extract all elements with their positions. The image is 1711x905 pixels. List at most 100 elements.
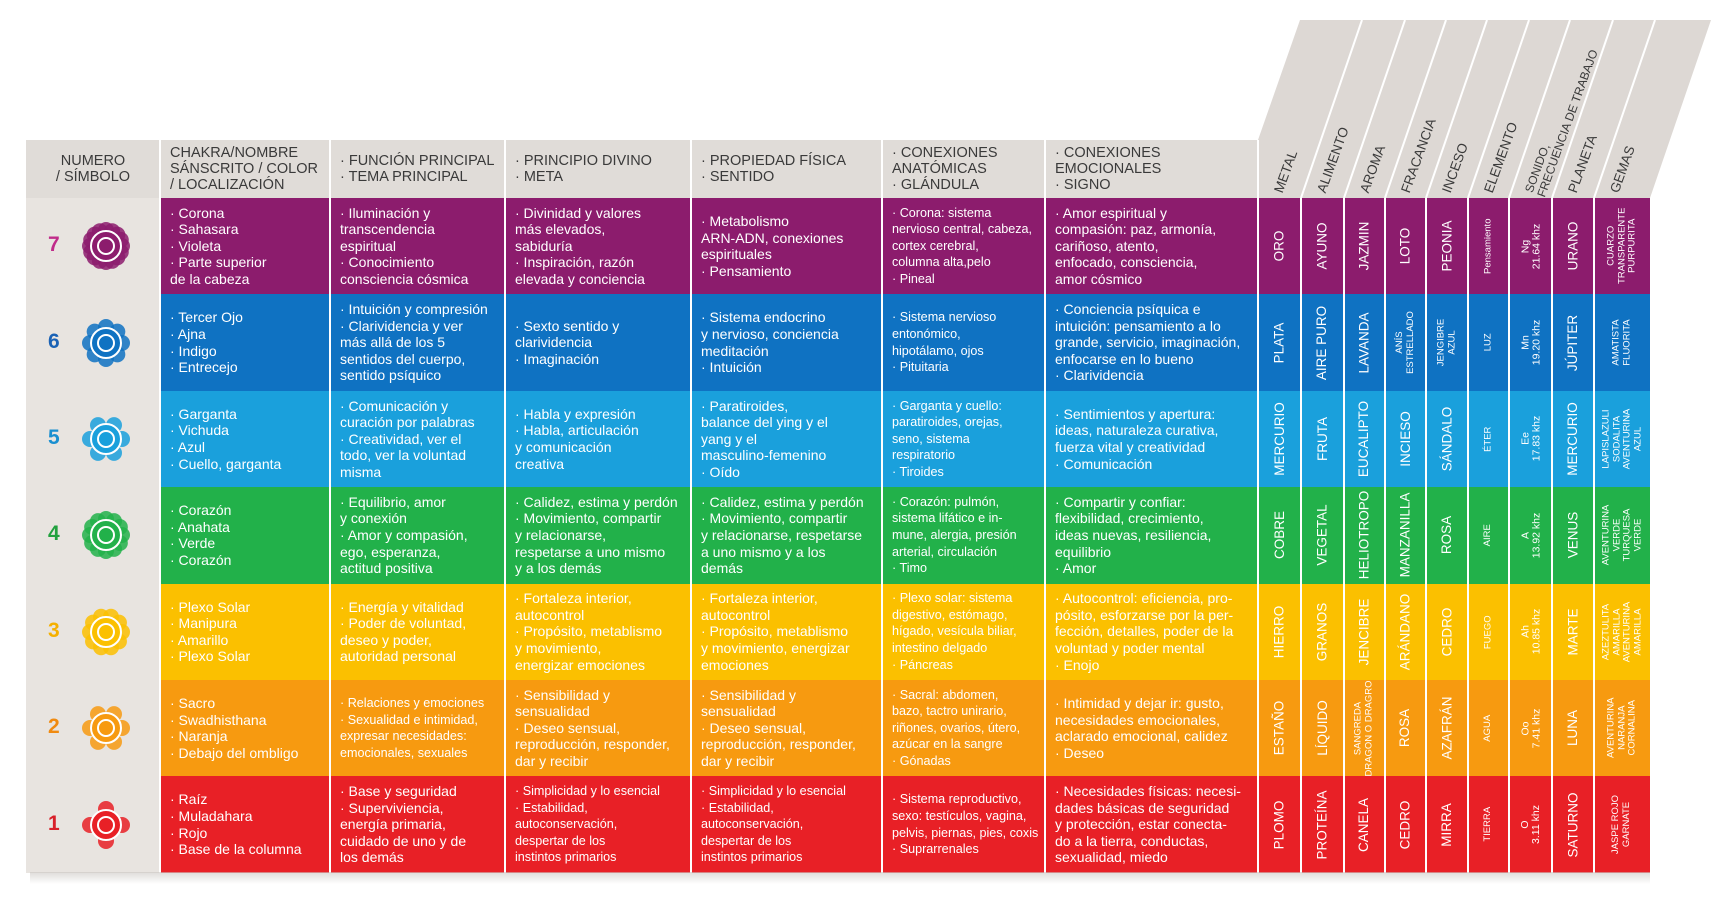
text-line: · Sistema endocrino (701, 309, 826, 326)
rotated-text: AVENTURINA VERDE TURQUESA VERDE (1600, 505, 1643, 566)
text-line: MARTE (1565, 608, 1581, 656)
rotated-text: FRUTA (1315, 417, 1330, 461)
text-line: sexo: testículos, vagina, (892, 808, 1027, 823)
row-5-c4: · Habla y expresión · Habla, articulación… (505, 391, 691, 487)
text-line: · Habla y expresión (515, 405, 636, 422)
text-line: respiratorio (892, 448, 955, 463)
header-slant-divider (1425, 19, 1488, 199)
throat-chakra-icon (82, 417, 130, 461)
text-line: do a la tierra, conductas, (1055, 832, 1209, 849)
text-line: · Corazón: pulmón, (892, 494, 1000, 509)
row-2-rcol-4: AZAFRÁN (1426, 680, 1468, 777)
row-5-c2: · Garganta · Vichuda · Azul · Cuello, garga… (160, 391, 330, 487)
symbol-core (90, 423, 122, 455)
text-line: TIERRA (1482, 807, 1494, 842)
row-6-rcol-5: LUZ (1468, 294, 1509, 391)
rotated-text: LUZ (1482, 334, 1494, 352)
text-line: demás (701, 560, 744, 577)
text-line: · Superviviencia, (340, 799, 444, 816)
rotated-text: CEDRO (1439, 607, 1454, 656)
row-1-rcol-8: JASPE ROJO GARNATE (1594, 776, 1650, 873)
column-separator (159, 140, 161, 873)
text-line: todo, ver la voluntad (340, 447, 467, 464)
row-4-rcol-8: AVENTURINA VERDE TURQUESA VERDE (1594, 487, 1650, 584)
text-line: paratiroides, orejas, (892, 415, 1003, 430)
text-line: dar y recibir (515, 753, 589, 770)
rotated-text: LÍQUIDO (1315, 700, 1330, 756)
text-line: FUEGO (1482, 614, 1494, 649)
text-line: nervioso central, cabeza, (892, 222, 1033, 237)
rotated-text: PROTEÍNA (1315, 790, 1330, 859)
text-line: yang y el (701, 430, 758, 447)
text-line: · Poder de voluntad, (340, 615, 467, 632)
row-3-c7: · Autocontrol: eficiencia, pro- pósito, … (1045, 584, 1258, 680)
row-3-rcol-0: HIERRO (1258, 583, 1301, 680)
row-4-rcol-1: VEGETAL (1301, 487, 1344, 584)
text-line: PURPURITA (1626, 219, 1638, 274)
text-line: 7.41 khz (1529, 708, 1542, 749)
text-line: · Garganta y cuello: (892, 398, 1002, 413)
row-3-c4: · Fortaleza interior, autocontrol · Propó… (505, 584, 691, 680)
row-6-c2: · Tercer Ojo · Ajna · Indigo · Entrecejo (160, 294, 330, 390)
text-line: autoconservación, (515, 817, 618, 832)
text-line: ARN-ADN, conexiones (701, 229, 844, 246)
symbol-center-ring (97, 237, 115, 256)
text-line: ARÁNDANO (1397, 593, 1413, 671)
column-separator (1300, 198, 1302, 873)
rotated-text: SANGREDA DRAGON O DRAGRO (1353, 680, 1375, 776)
text-line: A (1519, 531, 1532, 539)
text-line: autocontrol (701, 606, 771, 623)
row-7-c3: · Iluminación y transcendencia espiritua… (330, 198, 505, 294)
root-chakra-icon (82, 800, 130, 849)
rotated-text: PEONIA (1439, 221, 1454, 272)
text-line: · Calidez, estima y perdón (515, 493, 678, 510)
text-line: actitud positiva (340, 560, 433, 577)
text-line: · Timo (892, 561, 927, 576)
header-col3: · FUNCIÓN PRINCIPAL · TEMA PRINCIPAL (334, 140, 505, 198)
text-line: · Violeta (170, 237, 222, 254)
text-line: · Manipura (170, 615, 237, 632)
text-line: despertar de los (515, 833, 606, 848)
text-line: · Intuición (701, 359, 762, 376)
text-line: hígado, vesícula biliar, (892, 624, 1017, 639)
text-line: · Habla, articulación (515, 422, 639, 439)
text-line: misma (340, 463, 382, 480)
text-line: · Pensamiento (701, 262, 792, 279)
row-4-c6: · Corazón: pulmón, sistema lifático e in… (882, 487, 1045, 583)
text-line: / SÍMBOLO (55, 169, 131, 185)
text-line: JENCIBRE (1356, 598, 1372, 666)
text-line: pelvis, piernas, pies, coxis (892, 825, 1039, 840)
text-line: MERCURIO (1271, 402, 1287, 476)
text-line: AGUA (1482, 714, 1494, 742)
text-line: · Metabolismo (701, 213, 789, 229)
row-7-rcol-1: AYUNO (1301, 198, 1344, 295)
rotated-text: ANÍS ESTRELLADO (1394, 311, 1416, 374)
rotated-text: LAVANDA (1357, 312, 1372, 373)
text-line: Ah (1519, 625, 1532, 639)
text-line: aclarado emocional, calidez (1055, 728, 1228, 745)
text-line: · Corazón (170, 502, 232, 519)
text-line: · Sentimientos y apertura: (1055, 405, 1216, 422)
rotated-text: INCIESO (1398, 411, 1413, 467)
row-2-rcol-7: LUNA (1552, 680, 1594, 777)
text-line: sensualidad (515, 703, 590, 720)
text-line: ROSA (1397, 709, 1413, 748)
rotated-text: O 3.11 khz (1519, 805, 1542, 844)
text-line: sensualidad (701, 703, 776, 720)
text-line: intuición: pensamiento a lo (1055, 317, 1221, 334)
text-line: FLUORITA (1621, 319, 1632, 366)
text-line: MIRRA (1439, 802, 1454, 847)
rotated-text: AYUNO (1315, 223, 1330, 270)
row-5-rcol-0: MERCURIO (1258, 390, 1301, 488)
row-5-rcol-6: Ee 17.83 khz (1509, 390, 1552, 488)
row-1-rcol-3: CEDRO (1385, 776, 1426, 873)
text-line: · Sensibilidad y (515, 686, 610, 703)
row-7-rcol-3: LOTO (1385, 198, 1426, 295)
text-line: · Garganta (170, 405, 237, 422)
text-line: · Simplicidad y lo esencial (701, 784, 846, 799)
row-5-rcol-3: INCIESO (1385, 390, 1426, 488)
rotated-text: AIRE PURO (1315, 305, 1330, 379)
text-line: · Paratiroides, (701, 397, 789, 414)
rotated-text: JASPE ROJO GARNATE (1611, 795, 1633, 854)
heart-chakra-icon (82, 511, 130, 560)
